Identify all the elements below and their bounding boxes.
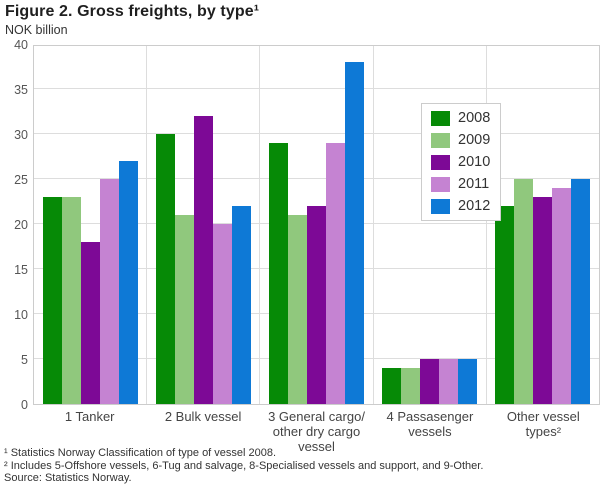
bar-2009 [401, 368, 421, 404]
bar-2012 [571, 179, 591, 404]
bar-2010 [193, 116, 213, 404]
y-tick-label: 5 [21, 353, 28, 367]
chart-unit-label: NOK billion [5, 23, 68, 37]
x-label-5: Other vessel types² [506, 409, 580, 439]
bar-2010 [420, 359, 440, 404]
y-tick-label: 20 [14, 218, 28, 232]
gridline-35 [34, 88, 599, 89]
legend-label: 2009 [458, 132, 491, 148]
y-tick-label: 40 [14, 38, 28, 52]
bar-2010 [80, 242, 100, 404]
gridline-30 [34, 133, 599, 134]
x-axis-labels: 1 Tanker 2 Bulk vessel 3 General cargo/ ot… [33, 409, 600, 454]
bar-2011 [99, 179, 119, 404]
legend-item-2012: 2012 [431, 198, 490, 214]
y-axis: 0 5 10 15 20 25 30 35 40 [0, 38, 28, 412]
legend-swatch-icon [431, 154, 450, 170]
x-label-1: 1 Tanker [64, 409, 115, 424]
y-tick-label: 15 [14, 263, 28, 277]
source-line: Source: Statistics Norway. [4, 472, 132, 484]
bar-group-2 [147, 46, 261, 404]
legend-item-2010: 2010 [431, 154, 490, 170]
legend-swatch-icon [431, 110, 450, 126]
legend-item-2011: 2011 [431, 176, 490, 192]
legend-swatch-icon [431, 198, 450, 214]
bar-2009 [514, 179, 534, 404]
bar-group-4 [374, 46, 487, 404]
bar-group-1 [34, 46, 148, 404]
legend-label: 2010 [458, 154, 491, 170]
bar-2010 [307, 206, 326, 404]
y-tick-label: 35 [14, 83, 28, 97]
bar-2012 [458, 359, 478, 404]
bar-group-3 [260, 46, 374, 404]
legend-swatch-icon [431, 132, 450, 148]
legend-item-2008: 2008 [431, 110, 490, 126]
bar-2012 [345, 62, 364, 404]
bar-2009 [288, 215, 307, 404]
legend-swatch-icon [431, 176, 450, 192]
bar-group-5 [487, 46, 599, 404]
y-tick-label: 10 [14, 308, 28, 322]
bar-2011 [552, 188, 572, 404]
bar-2011 [212, 224, 232, 404]
bar-2009 [174, 215, 194, 404]
footnote-1: ¹ Statistics Norway Classification of ty… [4, 447, 277, 459]
bar-2010 [533, 197, 553, 404]
bar-2009 [61, 197, 81, 404]
bar-2011 [326, 143, 345, 404]
plot-area: 2008 2009 2010 2011 2012 [33, 45, 600, 405]
footnotes: ¹ Statistics Norway Classification of ty… [4, 447, 604, 485]
x-label-3: 3 General cargo/ other dry cargo vessel [268, 409, 365, 454]
x-label-4: 4 Passasenger vessels [386, 409, 474, 439]
footnote-2: ² Includes 5-Offshore vessels, 6-Tug and… [4, 459, 484, 472]
bar-2008 [495, 206, 515, 404]
legend-label: 2008 [458, 110, 491, 126]
bar-2008 [269, 143, 288, 404]
bar-groups [34, 46, 599, 404]
bar-2008 [42, 197, 62, 404]
bar-2012 [231, 206, 251, 404]
bar-2012 [118, 161, 138, 404]
x-label-2: 2 Bulk vessel [164, 409, 242, 424]
gridline-25 [34, 178, 599, 179]
legend-label: 2012 [458, 198, 491, 214]
legend: 2008 2009 2010 2011 2012 [421, 103, 502, 221]
y-tick-label: 25 [14, 173, 28, 187]
legend-item-2009: 2009 [431, 132, 490, 148]
bar-2008 [382, 368, 402, 404]
legend-label: 2011 [458, 176, 490, 192]
bar-2011 [439, 359, 459, 404]
chart-title: Figure 2. Gross freights, by type¹ [5, 3, 260, 20]
bar-2008 [155, 134, 175, 404]
y-tick-label: 30 [14, 128, 28, 142]
y-tick-label: 0 [21, 398, 28, 412]
